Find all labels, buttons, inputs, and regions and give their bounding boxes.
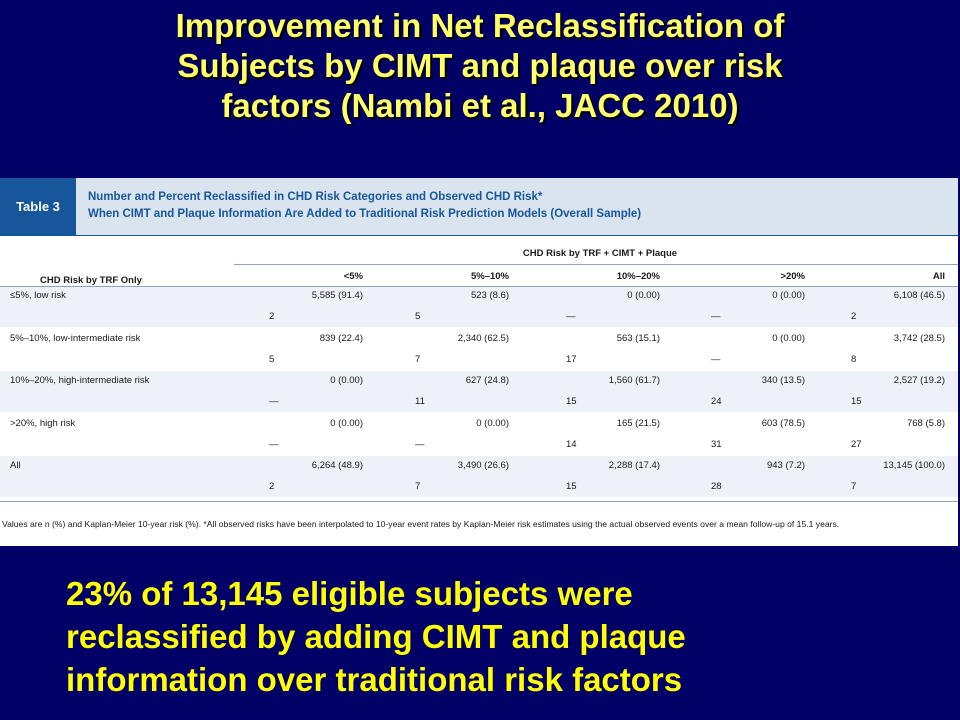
- slide-title: Improvement in Net Reclassification of S…: [175, 7, 785, 124]
- table-cell-count: 0 (0.00): [476, 418, 509, 429]
- table-cell-risk: 15: [851, 396, 862, 407]
- table-cell-count: 165 (21.5): [616, 418, 660, 429]
- table-top-rule: [0, 235, 958, 236]
- table-image-panel: Table 3 Number and Percent Reclassified …: [0, 178, 958, 546]
- table-cell-count: 0 (0.00): [772, 333, 805, 344]
- table-cell-count: 2,527 (19.2): [893, 375, 945, 386]
- header-rule: [0, 286, 958, 287]
- table-cell-risk: —: [269, 439, 279, 450]
- table-cell-count: 2,340 (62.5): [457, 333, 509, 344]
- table-cell-risk: 24: [711, 396, 722, 407]
- row-label: >20%, high risk: [10, 418, 76, 429]
- table-cell-count: 0 (0.00): [772, 290, 805, 301]
- column-header: All: [932, 271, 945, 282]
- table-cell-count: 943 (7.2): [766, 460, 805, 471]
- table-cell-risk: 14: [566, 439, 577, 450]
- table-cell-count: 6,264 (48.9): [311, 460, 363, 471]
- table-cell-risk: —: [415, 439, 425, 450]
- group-header-rule: [234, 264, 958, 265]
- table-cell-risk: 7: [851, 481, 857, 492]
- table-cell-risk: 28: [711, 481, 722, 492]
- table-cell-count: 523 (8.6): [470, 290, 509, 301]
- bottom-rule: [0, 501, 958, 502]
- table-cell-risk: 8: [851, 354, 857, 365]
- table-cell-count: 5,585 (91.4): [311, 290, 363, 301]
- column-header: >20%: [780, 271, 805, 282]
- table-footnote: Values are n (%) and Kaplan-Meier 10-yea…: [2, 519, 840, 529]
- table-cell-risk: 15: [566, 396, 577, 407]
- column-header: 10%–20%: [616, 271, 660, 282]
- table-cell-count: 3,490 (26.6): [457, 460, 509, 471]
- table-cell-count: 563 (15.1): [616, 333, 660, 344]
- column-header: <5%: [343, 271, 363, 282]
- table-cell-count: 0 (0.00): [330, 375, 363, 386]
- row-label: ≤5%, low risk: [10, 290, 66, 301]
- table-cell-risk: —: [711, 311, 721, 322]
- table-cell-count: 627 (24.8): [465, 375, 509, 386]
- table-cell-risk: 5: [269, 354, 275, 365]
- table-cell-risk: 15: [566, 481, 577, 492]
- table-cell-risk: 7: [415, 354, 421, 365]
- table-cell-risk: 2: [269, 311, 275, 322]
- row-label: 5%–10%, low-intermediate risk: [10, 333, 141, 344]
- table-cell-count: 1,560 (61.7): [608, 375, 660, 386]
- table-cell-count: 603 (78.5): [761, 418, 805, 429]
- table-cell-risk: 5: [415, 311, 421, 322]
- table-cell-risk: 31: [711, 439, 722, 450]
- table-cell-count: 3,742 (28.5): [893, 333, 945, 344]
- table-cell-count: 768 (5.8): [906, 418, 945, 429]
- table-caption: Number and Percent Reclassified in CHD R…: [88, 191, 642, 220]
- row-band: [0, 371, 958, 412]
- table-cell-risk: 27: [851, 439, 862, 450]
- table-label: Table 3: [0, 178, 76, 235]
- table-cell-risk: 11: [415, 396, 425, 407]
- row-band: [0, 456, 958, 497]
- table-cell-count: 0 (0.00): [330, 418, 363, 429]
- table-cell-risk: —: [711, 354, 721, 365]
- conclusion-text: 23% of 13,145 eligible subjects were rec…: [66, 575, 686, 698]
- row-band: [0, 286, 958, 327]
- row-header: CHD Risk by TRF Only: [40, 275, 142, 286]
- table-header-bar: Table 3 Number and Percent Reclassified …: [0, 178, 958, 235]
- table-cell-count: 2,288 (17.4): [608, 460, 660, 471]
- row-label: 10%–20%, high-intermediate risk: [10, 375, 150, 386]
- table-cell-count: 13,145 (100.0): [883, 460, 945, 471]
- table-cell-risk: 2: [851, 311, 857, 322]
- table-cell-count: 0 (0.00): [627, 290, 660, 301]
- table-cell-risk: —: [269, 396, 279, 407]
- table-cell-risk: 2: [269, 481, 275, 492]
- table-cell-count: 6,108 (46.5): [893, 290, 945, 301]
- table-cell-risk: —: [566, 311, 576, 322]
- table-cell-risk: 17: [566, 354, 577, 365]
- table-cell-risk: 7: [415, 481, 421, 492]
- table-cell-count: 340 (13.5): [761, 375, 805, 386]
- table-cell-count: 839 (22.4): [319, 333, 363, 344]
- group-header: CHD Risk by TRF + CIMT + Plaque: [522, 248, 678, 259]
- column-header: 5%–10%: [470, 271, 509, 282]
- row-label: All: [10, 460, 21, 471]
